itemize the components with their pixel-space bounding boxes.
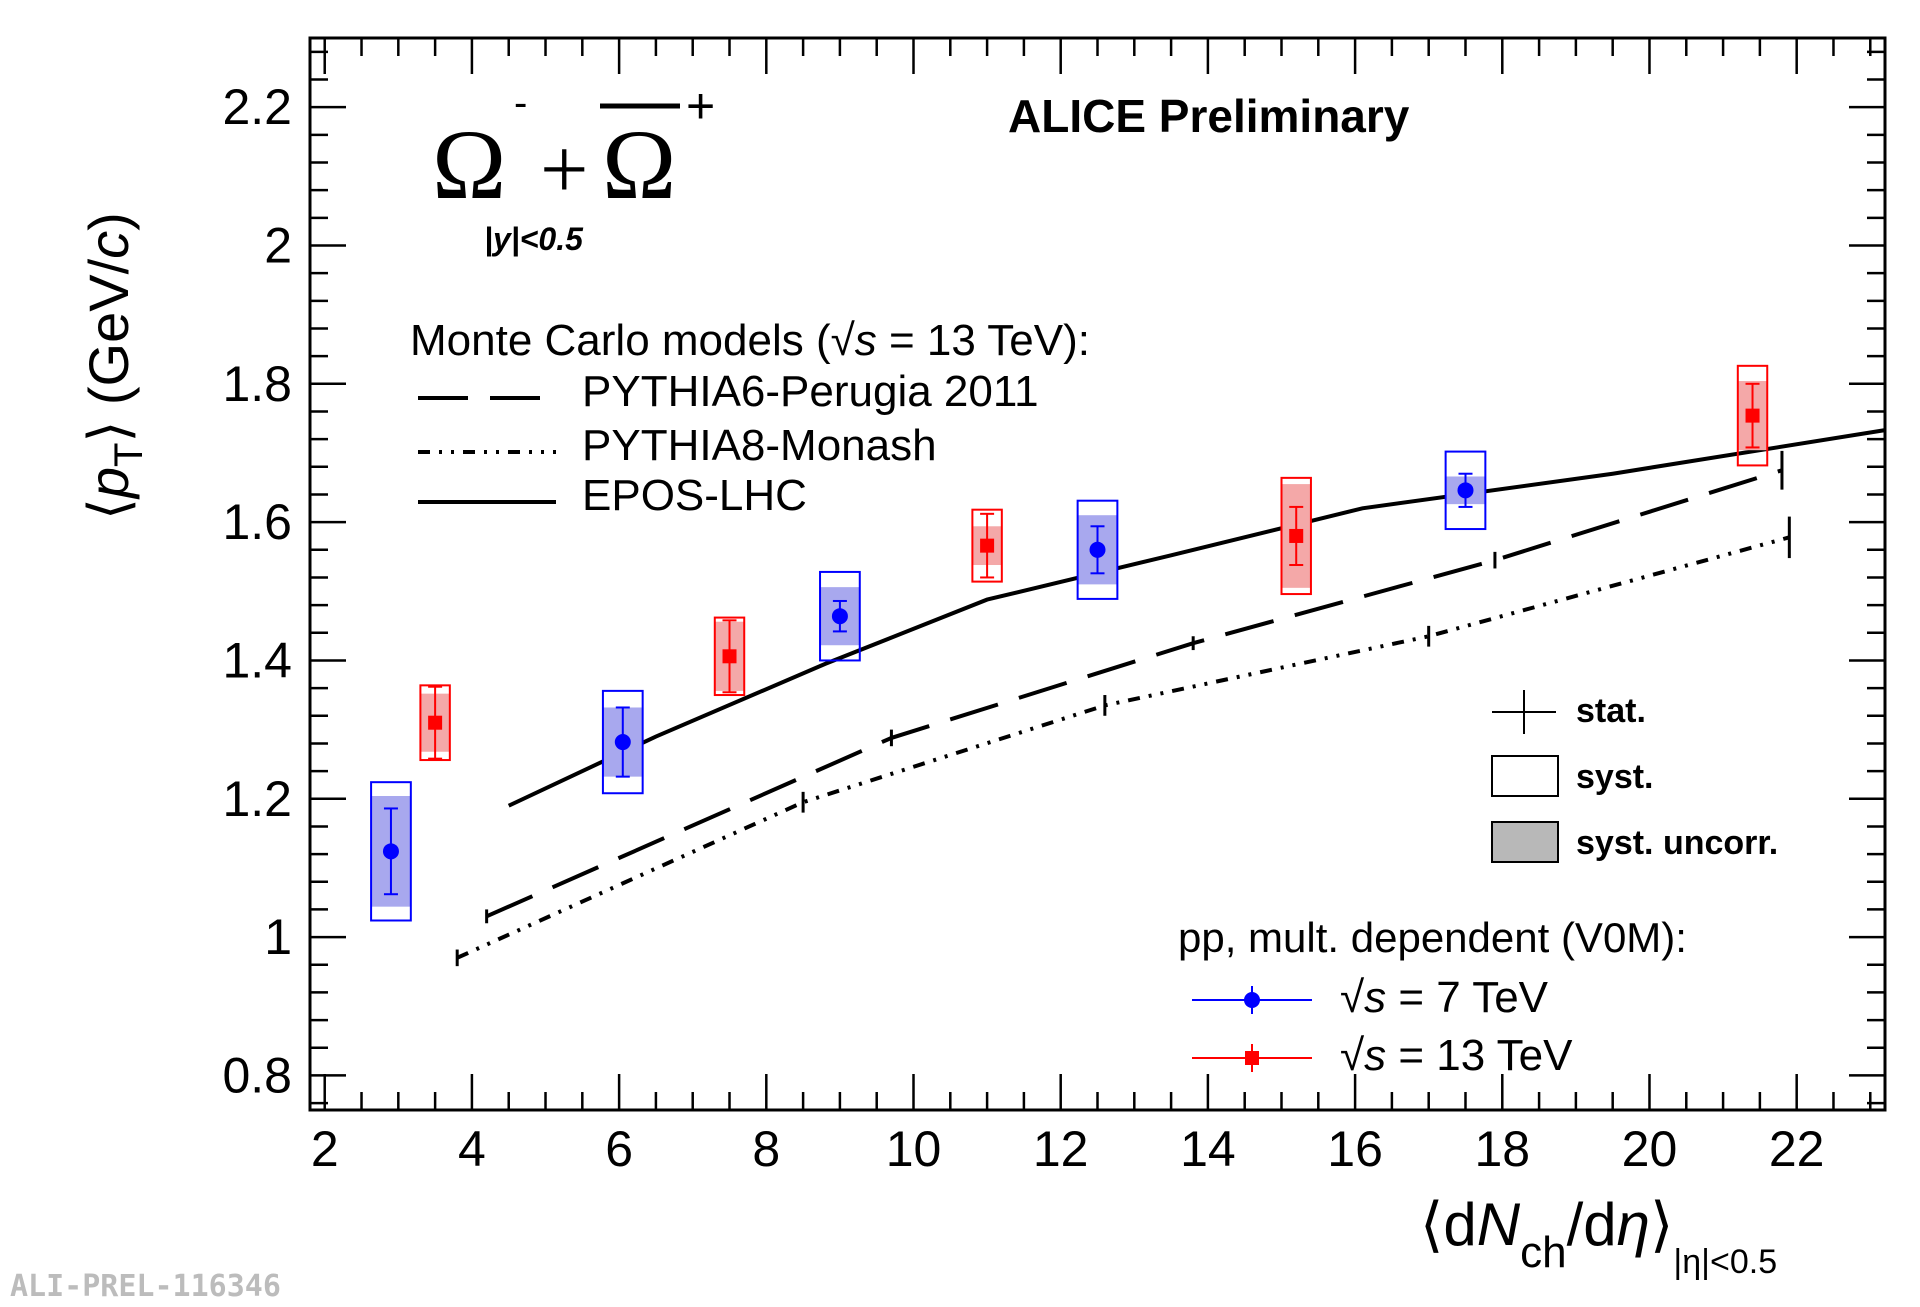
y-tick-label: 0.8	[222, 1047, 292, 1103]
uncertainty-legend: stat. syst. syst. uncorr.	[1491, 690, 1778, 863]
x-eta: η	[1617, 1191, 1650, 1258]
x-tick-labels: 2 4 6 8 10 12 14 16 18 20 22	[311, 1121, 1825, 1177]
y-unit-c: c	[77, 231, 140, 259]
svg-text:⟨pT⟩ (GeV/c): ⟨pT⟩ (GeV/c)	[77, 212, 151, 520]
data-point-7tev	[1457, 482, 1474, 499]
x-tick-label: 22	[1769, 1121, 1825, 1177]
syst-legend-label: syst.	[1576, 758, 1654, 796]
y-axis-title: ⟨pT⟩ (GeV/c)	[77, 212, 151, 520]
data-point-13tev	[428, 715, 443, 730]
syst-box	[1444, 450, 1487, 531]
syst-box	[370, 781, 412, 922]
y-tick-label: 2.2	[222, 79, 292, 135]
pp7-legend-marker	[1244, 992, 1260, 1008]
x-subscript-ch: ch	[1520, 1228, 1566, 1277]
x-tick-label: 18	[1474, 1121, 1530, 1177]
data-points	[370, 364, 1769, 922]
syst-box	[713, 616, 746, 697]
rapidity-label: |y|<0.5	[484, 221, 584, 257]
syst-uncorr-legend-label: syst. uncorr.	[1576, 824, 1778, 862]
y-unit-close: )	[77, 212, 140, 231]
omega-plus: Ω	[602, 109, 676, 220]
y-tick-label: 1.2	[222, 771, 292, 827]
axis-ticks	[310, 38, 1885, 1110]
x-slash-d: /d	[1567, 1191, 1617, 1258]
x-tick-label: 8	[752, 1121, 780, 1177]
y-tick-label: 1.8	[222, 356, 292, 412]
pp7-legend-label: √s = 7 TeV	[1340, 973, 1549, 1022]
data-point-13tev	[722, 649, 737, 664]
x-tick-label: 6	[605, 1121, 633, 1177]
y-angle-close: ⟩	[77, 421, 140, 443]
x-tick-label: 2	[311, 1121, 339, 1177]
pp13-legend-marker	[1245, 1051, 1259, 1065]
x-d: d	[1443, 1191, 1476, 1258]
mc-legend: Monte Carlo models (√s = 13 TeV): PYTHIA…	[410, 316, 1090, 520]
model-curve-1	[456, 535, 1790, 960]
particle-label: Ω - + Ω + |y|<0.5	[432, 78, 715, 257]
y-p: p	[77, 467, 140, 500]
x-angle-open: ⟨	[1420, 1191, 1443, 1258]
data-point-13tev	[1289, 528, 1304, 543]
syst-box	[419, 684, 451, 762]
experiment-label: ALICE Preliminary	[1008, 90, 1410, 142]
syst-uncorr-legend-box	[1491, 821, 1559, 863]
plus-operator: +	[540, 121, 589, 217]
y-tick-labels: 0.8 1 1.2 1.4 1.6 1.8 2 2.2	[222, 79, 292, 1103]
x-axis-title: ⟨dNch/dη⟩|η|<0.5	[1420, 1191, 1777, 1281]
y-angle-open: ⟨	[77, 498, 140, 520]
syst-box	[971, 508, 1003, 583]
omega-minus: Ω	[432, 109, 506, 220]
y-unit-open: (GeV/	[77, 258, 140, 420]
x-tick-label: 16	[1327, 1121, 1383, 1177]
syst-box	[1280, 476, 1312, 596]
syst-legend-box	[1491, 755, 1559, 797]
syst-box	[601, 689, 644, 795]
y-subscript-T: T	[107, 443, 151, 467]
mc-legend-label-pythia8: PYTHIA8-Monash	[582, 421, 937, 470]
data-point-7tev	[1089, 541, 1106, 558]
syst-box	[819, 570, 861, 662]
mc-legend-label-pythia6: PYTHIA6-Perugia 2011	[582, 367, 1039, 416]
x-subscript-eta-range: |η|<0.5	[1673, 1243, 1777, 1281]
data-point-7tev	[614, 734, 631, 751]
mc-legend-label-epos: EPOS-LHC	[582, 471, 807, 520]
x-angle-close: ⟩	[1650, 1191, 1673, 1258]
x-N: N	[1477, 1191, 1521, 1258]
data-point-13tev	[980, 538, 995, 553]
data-point-7tev	[382, 843, 399, 860]
x-tick-label: 10	[886, 1121, 942, 1177]
minus-superscript: -	[514, 81, 527, 125]
x-tick-label: 4	[458, 1121, 486, 1177]
stat-legend-label: stat.	[1576, 692, 1646, 730]
plus-superscript: +	[686, 78, 715, 134]
y-tick-label: 1	[264, 909, 292, 965]
mc-legend-title: Monte Carlo models (√s = 13 TeV):	[410, 316, 1090, 365]
svg-text:⟨dNch/dη⟩|η|<0.5: ⟨dNch/dη⟩|η|<0.5	[1420, 1191, 1777, 1281]
x-tick-label: 20	[1622, 1121, 1678, 1177]
data-legend: pp, mult. dependent (V0M): √s = 7 TeV √s…	[1178, 914, 1687, 1080]
data-point-13tev	[1745, 408, 1760, 423]
y-tick-label: 1.4	[222, 632, 292, 688]
x-tick-label: 12	[1033, 1121, 1089, 1177]
y-tick-label: 1.6	[222, 494, 292, 550]
pp13-legend-label: √s = 13 TeV	[1340, 1031, 1573, 1080]
preliminary-id: ALI-PREL-116346	[10, 1269, 281, 1304]
x-tick-label: 14	[1180, 1121, 1236, 1177]
syst-box	[1736, 364, 1769, 467]
data-legend-title: pp, mult. dependent (V0M):	[1178, 914, 1687, 961]
data-point-7tev	[831, 608, 848, 625]
syst-box	[1076, 499, 1119, 600]
y-tick-label: 2	[264, 217, 292, 273]
